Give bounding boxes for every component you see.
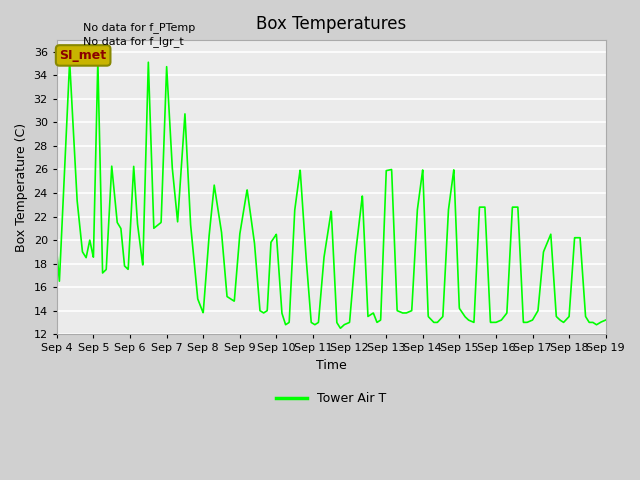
- X-axis label: Time: Time: [316, 359, 347, 372]
- Legend: Tower Air T: Tower Air T: [271, 387, 392, 410]
- Title: Box Temperatures: Box Temperatures: [256, 15, 406, 33]
- Text: SI_met: SI_met: [60, 49, 107, 62]
- Text: No data for f_PTemp: No data for f_PTemp: [83, 22, 195, 33]
- Y-axis label: Box Temperature (C): Box Temperature (C): [15, 122, 28, 252]
- Text: No data for f_lgr_t: No data for f_lgr_t: [83, 36, 184, 47]
